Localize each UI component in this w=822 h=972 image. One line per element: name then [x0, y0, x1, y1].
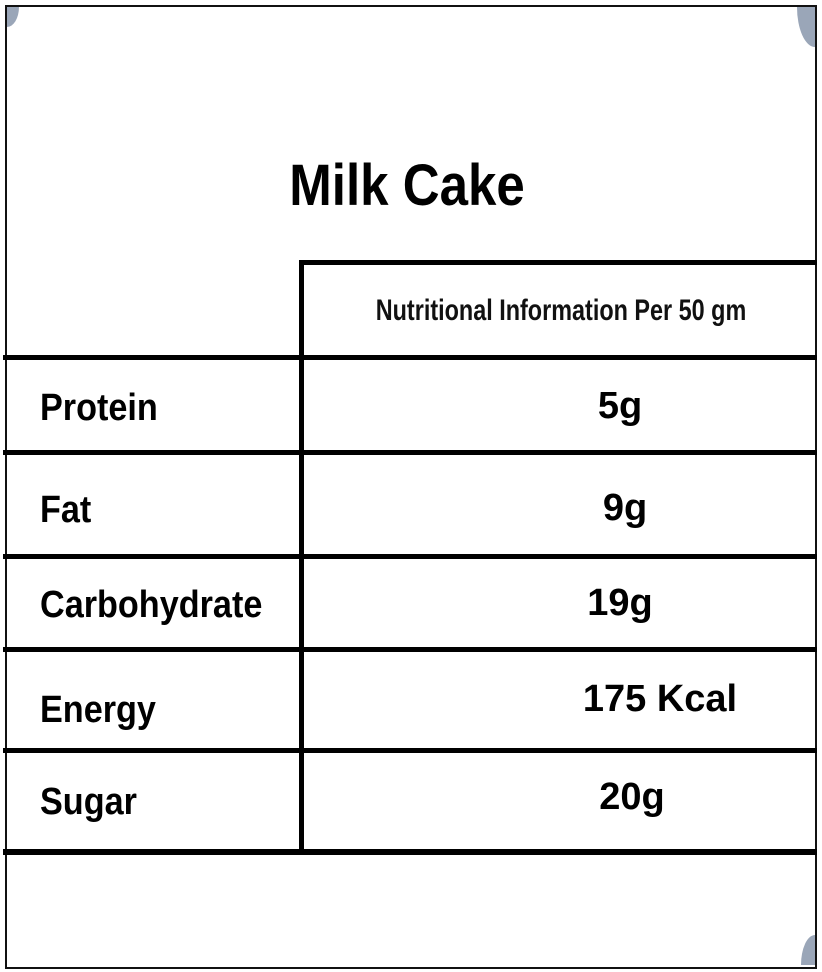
divider: [300, 260, 817, 265]
row-label-fat: Fat: [40, 489, 92, 531]
table-header: Nutritional Information Per 50 gm: [375, 294, 747, 327]
row-value-sugar: 20g: [599, 776, 665, 818]
row-value-carbohydrate: 19g: [587, 582, 653, 624]
corner-decoration: [801, 935, 815, 965]
divider: [3, 647, 817, 652]
label-frame: [5, 5, 817, 969]
divider: [3, 554, 817, 559]
divider: [3, 450, 817, 455]
row-value-energy: 175 Kcal: [582, 678, 738, 720]
divider: [3, 748, 817, 753]
row-label-carbohydrate: Carbohydrate: [40, 584, 263, 626]
divider: [3, 355, 817, 360]
row-label-sugar: Sugar: [40, 781, 137, 823]
row-value-fat: 9g: [602, 487, 648, 529]
row-label-protein: Protein: [40, 387, 158, 429]
divider: [3, 849, 817, 855]
row-label-energy: Energy: [40, 689, 156, 731]
row-value-protein: 5g: [597, 385, 643, 427]
product-title: Milk Cake: [289, 153, 525, 218]
column-divider: [299, 260, 304, 854]
